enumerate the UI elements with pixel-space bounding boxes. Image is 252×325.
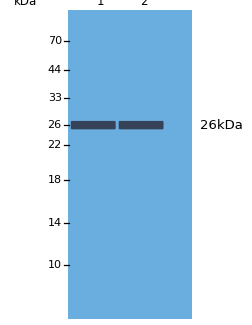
Text: 33: 33 (48, 93, 62, 102)
Text: kDa: kDa (14, 0, 37, 8)
Text: 18: 18 (48, 176, 62, 185)
Text: 26: 26 (48, 120, 62, 130)
Bar (68, 10, 192, 318)
Text: 44: 44 (47, 65, 62, 75)
Text: 26kDa: 26kDa (200, 119, 243, 132)
Text: 70: 70 (48, 36, 62, 46)
FancyBboxPatch shape (71, 121, 116, 129)
Text: 10: 10 (48, 260, 62, 270)
Text: 22: 22 (47, 140, 62, 150)
FancyBboxPatch shape (119, 121, 164, 129)
Text: 1: 1 (97, 0, 105, 8)
Text: 14: 14 (48, 218, 62, 227)
Text: 2: 2 (140, 0, 147, 8)
